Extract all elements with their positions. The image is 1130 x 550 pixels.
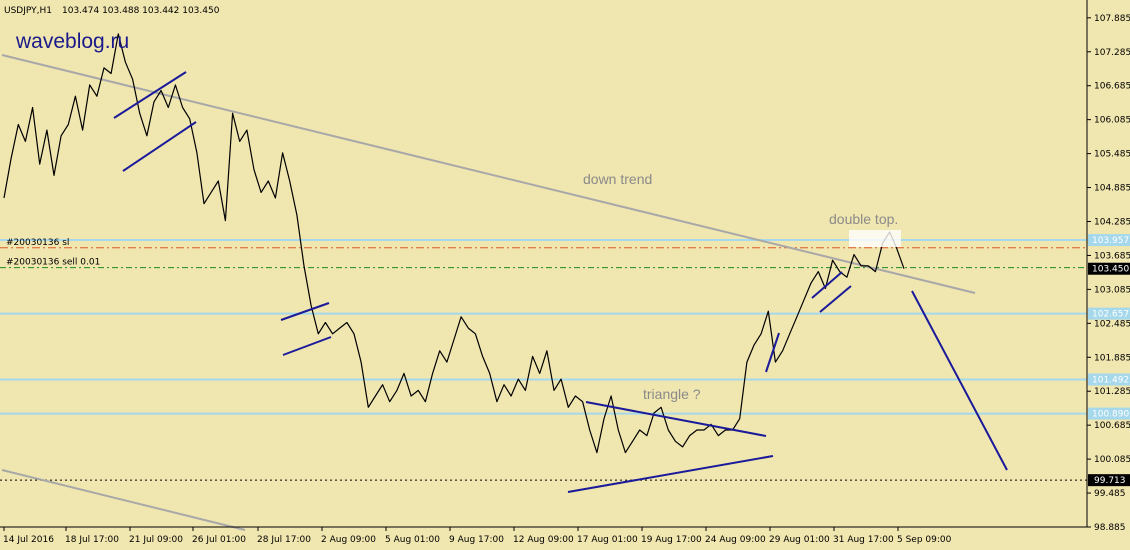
x-tick-label: 29 Aug 01:00 — [769, 535, 830, 545]
level-price-tag — [1088, 234, 1130, 247]
y-tick-label: 103.085 — [1094, 285, 1130, 295]
pattern-line[interactable] — [911, 290, 1008, 471]
pattern-line[interactable] — [567, 455, 774, 493]
level-price-tag — [1088, 474, 1130, 487]
y-tick-label: 100.685 — [1094, 421, 1130, 431]
down-trendline[interactable] — [1, 54, 976, 294]
x-tick-label: 31 Aug 17:00 — [833, 535, 894, 545]
x-tick-label: 5 Aug 01:00 — [385, 535, 440, 545]
pattern-line[interactable] — [282, 336, 332, 356]
pattern-line[interactable] — [811, 271, 843, 299]
pattern-lines-layer — [113, 71, 1008, 493]
y-tick-label: 98.885 — [1094, 523, 1126, 533]
lower-trendline[interactable] — [1, 469, 246, 531]
x-tick-label: 28 Jul 17:00 — [257, 535, 311, 545]
double-top-highlight — [849, 230, 901, 247]
level-price-tag — [1088, 407, 1130, 420]
y-tick-label: 99.485 — [1094, 489, 1126, 499]
bid-price-label: 103.450 — [1092, 265, 1129, 275]
x-axis: 14 Jul 2016 18 Jul 17:00 21 Jul 09:00 26 Ju… — [3, 527, 952, 545]
y-tick-label: 105.485 — [1094, 150, 1130, 160]
pattern-line[interactable] — [122, 121, 197, 172]
y-tick-label: 100.085 — [1094, 455, 1130, 465]
y-tick-label: 107.285 — [1094, 48, 1130, 58]
x-tick-label: 17 Aug 01:00 — [577, 535, 638, 545]
x-tick-label: 19 Aug 17:00 — [641, 535, 702, 545]
x-tick-label: 26 Jul 01:00 — [192, 535, 246, 545]
order-label: #20030136 sl — [6, 238, 69, 248]
level-price-tag — [1088, 307, 1130, 320]
pattern-line[interactable] — [280, 302, 330, 321]
x-tick-label: 21 Jul 09:00 — [129, 535, 183, 545]
x-tick-label: 12 Aug 09:00 — [513, 535, 574, 545]
level-price-label: 100.890 — [1092, 410, 1129, 420]
x-tick-label: 18 Jul 17:00 — [65, 535, 119, 545]
y-tick-label: 107.885 — [1094, 14, 1130, 24]
x-tick-label: 14 Jul 2016 — [3, 535, 54, 545]
chart-header-ohlc: 103.474 103.488 103.442 103.450 — [62, 6, 220, 16]
y-tick-label: 103.685 — [1094, 251, 1130, 261]
annotation-triangle: triangle ? — [643, 386, 701, 402]
x-tick-label: 24 Aug 09:00 — [705, 535, 766, 545]
x-tick-label: 9 Aug 17:00 — [449, 535, 504, 545]
pattern-line[interactable] — [113, 71, 187, 119]
y-tick-label: 102.485 — [1094, 319, 1130, 329]
level-price-label: 101.492 — [1092, 376, 1129, 386]
x-tick-label: 2 Aug 09:00 — [321, 535, 376, 545]
bid-price-tag — [1088, 262, 1130, 275]
pattern-line[interactable] — [585, 401, 767, 437]
watermark: waveblog.ru — [15, 30, 129, 53]
level-price-tag — [1088, 373, 1130, 386]
pattern-line[interactable] — [765, 332, 780, 373]
y-tick-label: 104.285 — [1094, 217, 1130, 227]
trendlines-layer — [1, 54, 976, 531]
annotation-down-trend: down trend — [583, 171, 652, 187]
price-layer — [3, 33, 905, 454]
level-price-label: 102.657 — [1092, 310, 1129, 320]
order-label: #20030136 sell 0.01 — [6, 258, 100, 268]
level-price-label: 103.957 — [1092, 236, 1129, 246]
y-axis: 107.885 107.285 106.685 106.085 105.485 104.8… — [1087, 14, 1130, 533]
y-tick-label: 104.885 — [1094, 184, 1130, 194]
y-tick-label: 101.885 — [1094, 353, 1130, 363]
pattern-line[interactable] — [819, 285, 852, 313]
y-tick-label: 106.685 — [1094, 82, 1130, 92]
price-series-line — [3, 33, 905, 454]
orders-layer: #20030136 sl #20030136 sell 0.01 — [0, 238, 1087, 269]
level-price-label: 99.713 — [1094, 476, 1126, 486]
levels-layer: 103.957 102.657 101.492 100.890 99.713 103.45… — [0, 234, 1130, 487]
chart-header-symbol: USDJPY,H1 — [4, 6, 52, 16]
annotation-double-top: double top. — [829, 211, 898, 227]
y-tick-label: 106.085 — [1094, 116, 1130, 126]
y-tick-label: 101.285 — [1094, 387, 1130, 397]
x-tick-label: 5 Sep 09:00 — [897, 535, 952, 545]
